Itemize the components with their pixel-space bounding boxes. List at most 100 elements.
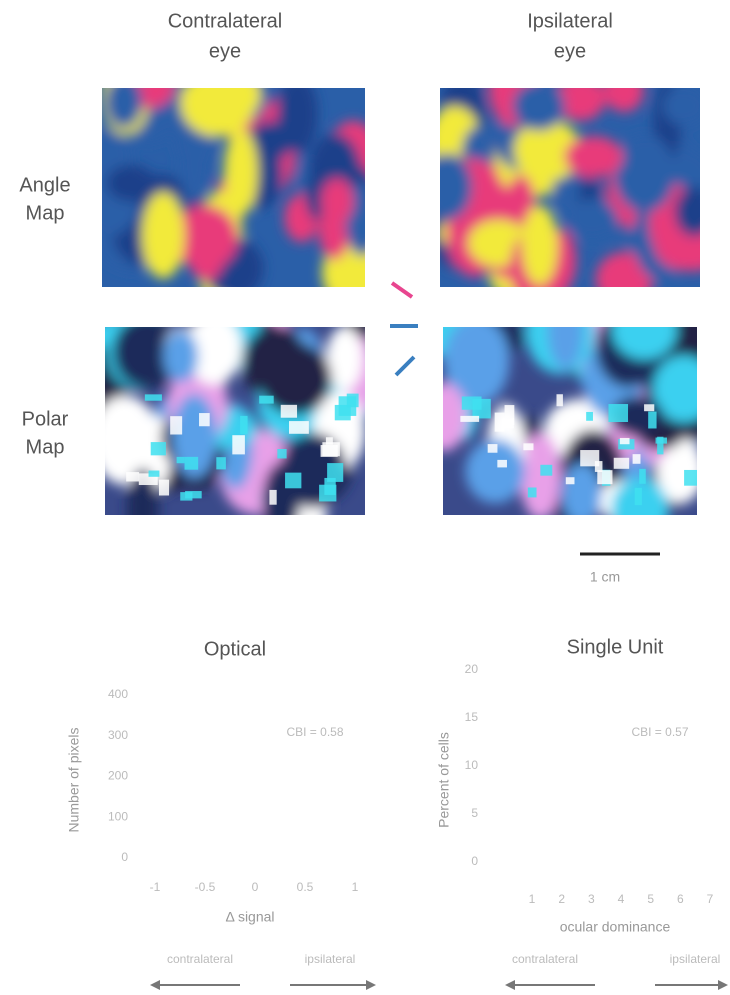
map-blob	[321, 179, 353, 224]
figure-canvas: Contralateral eye Ipsilateral eye Angle …	[0, 0, 730, 995]
map-blob	[611, 478, 669, 541]
map-blob	[614, 134, 676, 213]
arrow	[150, 980, 240, 990]
x-tick-label: -1	[150, 880, 161, 894]
orientation-map	[423, 50, 728, 311]
x-tick-label: 0	[252, 880, 259, 894]
map-pixel	[151, 442, 166, 455]
x-tick-label: 0.5	[297, 880, 314, 894]
x-axis-label: Δ signal	[225, 909, 274, 925]
arrow-label: contralateral	[167, 952, 233, 966]
arrow	[655, 980, 728, 990]
y-tick-label: 10	[465, 758, 479, 772]
maps	[74, 50, 730, 551]
map-pixel	[269, 490, 276, 505]
map-pixel	[597, 470, 612, 484]
map-blob	[612, 300, 677, 359]
map-pixel	[281, 405, 297, 418]
x-tick-label: 1	[352, 880, 359, 894]
map-blob	[142, 192, 185, 279]
row-label: Angle	[19, 174, 70, 196]
y-tick-label: 400	[108, 687, 128, 701]
map-blob	[564, 136, 622, 177]
map-pixel	[199, 413, 210, 426]
map-pixel	[608, 404, 628, 422]
orientation-key	[392, 283, 412, 297]
plot-title: Optical	[204, 638, 266, 660]
row-label: Map	[26, 436, 65, 458]
map-pixel	[289, 421, 309, 434]
row-label: Polar	[22, 408, 69, 430]
map-pixel	[635, 488, 642, 505]
map-pixel	[566, 477, 575, 484]
row-label: Map	[26, 202, 65, 224]
y-tick-label: 5	[471, 806, 478, 820]
map-blob	[188, 226, 225, 281]
annotation: CBI = 0.58	[286, 725, 343, 739]
map-pixel	[335, 405, 351, 420]
map-blob	[214, 72, 261, 118]
map-pixel	[614, 458, 629, 469]
y-tick-label: 15	[465, 710, 479, 724]
arrow-label: ipsilateral	[670, 952, 721, 966]
y-tick-label: 100	[108, 809, 128, 823]
map-pixel	[170, 416, 182, 434]
x-tick-label: 7	[707, 892, 714, 906]
x-tick-label: 3	[588, 892, 595, 906]
map-pixel	[523, 443, 533, 450]
map-blob	[421, 383, 467, 451]
map-pixel	[259, 396, 274, 404]
map-pixel	[644, 404, 654, 411]
map-pixel	[540, 465, 552, 476]
map-pixel	[556, 394, 562, 406]
map-pixel	[497, 460, 507, 468]
orientation-key	[396, 357, 414, 375]
map-pixel	[319, 485, 336, 502]
x-tick-label: 5	[647, 892, 654, 906]
map-pixel	[322, 442, 339, 456]
map-pixel	[347, 394, 359, 408]
map-blob	[547, 288, 583, 370]
map-pixel	[216, 457, 226, 469]
map-pixel	[149, 471, 160, 477]
map-pixel	[595, 461, 603, 472]
map-pixel	[177, 457, 185, 463]
map-pixel	[495, 413, 505, 432]
map-blob	[562, 463, 602, 525]
map-pixel	[586, 412, 593, 421]
map-pixel	[145, 394, 162, 400]
x-tick-label: 2	[558, 892, 565, 906]
map-blob	[663, 85, 708, 126]
plot-title: Single Unit	[567, 636, 664, 658]
y-axis-label: Percent of cells	[436, 732, 452, 828]
y-axis-label: Number of pixels	[66, 727, 82, 832]
map-pixel	[656, 438, 667, 444]
map-pixel	[180, 492, 192, 500]
column-title: eye	[554, 40, 586, 62]
column-title: eye	[209, 40, 241, 62]
x-tick-label: 6	[677, 892, 684, 906]
map-pixel	[232, 435, 245, 454]
map-pixel	[185, 457, 199, 470]
column-title: Ipsilateral	[527, 10, 613, 32]
x-axis-label: ocular dominance	[560, 919, 671, 935]
scale-label: 1 cm	[590, 569, 620, 585]
map-blob	[423, 154, 472, 221]
orientation-map	[414, 287, 730, 543]
column-title: Contralateral	[168, 10, 283, 32]
map-pixel	[240, 416, 247, 434]
map-pixel	[684, 470, 703, 486]
map-blob	[105, 75, 142, 128]
figure: Contralateral eye Ipsilateral eye Angle …	[0, 0, 730, 995]
x-tick-label: 4	[618, 892, 625, 906]
map-pixel	[633, 454, 641, 464]
y-tick-label: 200	[108, 769, 128, 783]
arrow	[505, 980, 595, 990]
map-blob	[259, 343, 332, 415]
map-blob	[604, 69, 644, 112]
x-tick-label: -0.5	[195, 880, 216, 894]
map-blob	[164, 330, 199, 383]
map-pixel	[277, 449, 286, 458]
y-tick-label: 0	[471, 854, 478, 868]
map-pixel	[639, 469, 646, 484]
